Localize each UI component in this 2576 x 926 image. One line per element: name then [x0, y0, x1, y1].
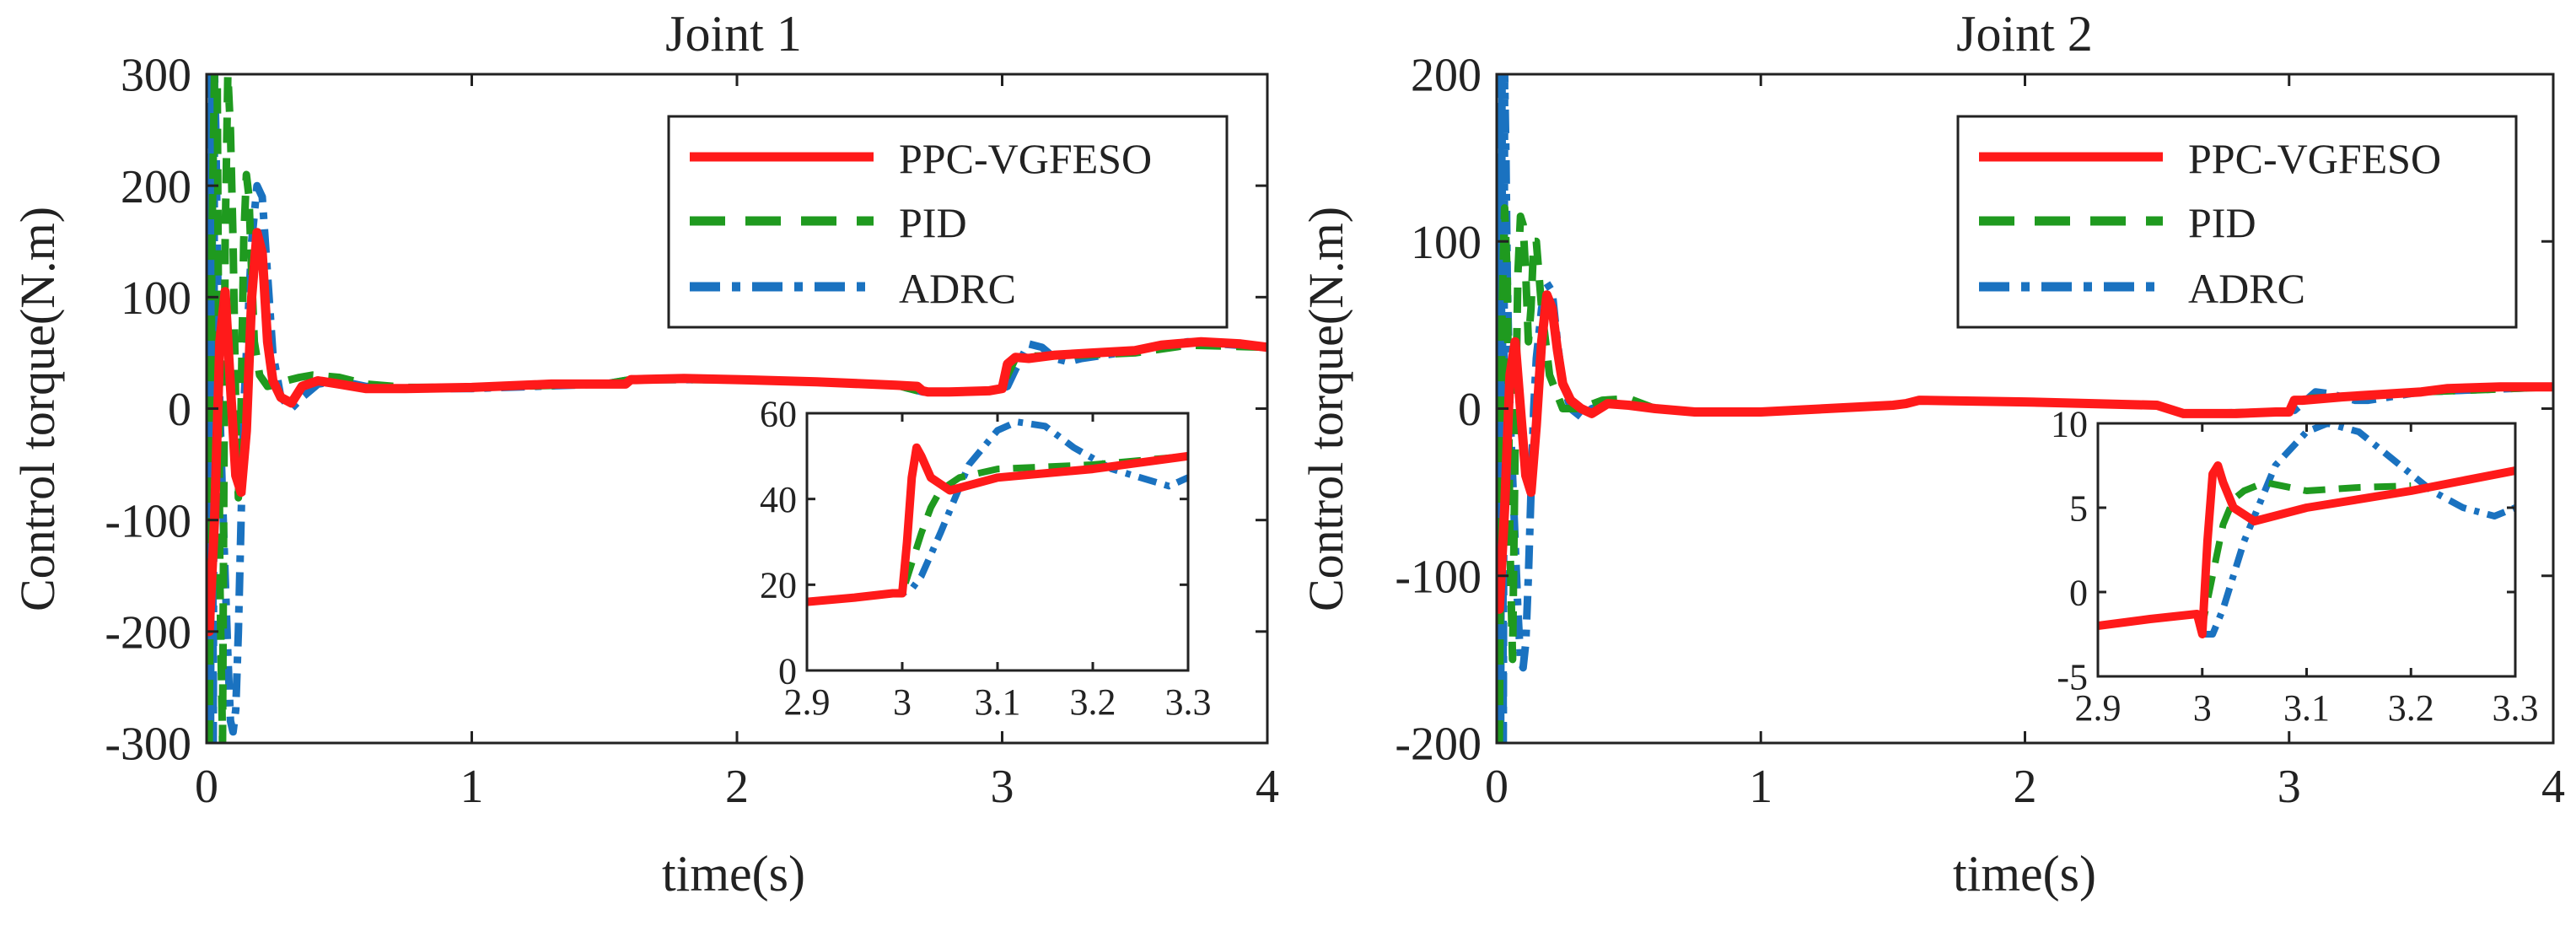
inset-ticks: 2.9 3 3.1 3.2 3.3 0 20 40 60: [760, 393, 1212, 723]
x-tick-label: 2: [725, 761, 749, 813]
y-tick-label: 5: [2069, 487, 2088, 529]
y-tick-label: 100: [121, 272, 191, 325]
y-tick-label: -100: [105, 495, 191, 547]
x-tick-label: 3.3: [2493, 687, 2539, 729]
series-line-ppc-vgfeso: [807, 443, 1188, 606]
y-axis-label: Control torque(N.m): [1299, 207, 1353, 611]
plot-lines: [1497, 74, 2553, 743]
chart-title: Joint 1: [665, 6, 802, 62]
y-tick-label: 40: [760, 479, 797, 520]
x-tick-label: 2: [2014, 761, 2037, 813]
y-tick-label: 20: [760, 565, 797, 606]
legend-label-pid: PID: [899, 199, 967, 246]
x-tick-label: 1: [1749, 761, 1772, 813]
x-tick-label: 1: [460, 761, 484, 813]
legend-label-ppc: PPC-VGFESO: [2188, 135, 2441, 182]
x-tick-label: 4: [2541, 761, 2565, 813]
series-line-pid: [207, 74, 1267, 743]
y-tick-label: -5: [2057, 656, 2088, 697]
x-tick-label: 3.2: [1070, 681, 1116, 723]
legend: PPC-VGFESO PID ADRC: [1956, 115, 2518, 329]
y-tick-label: 0: [2069, 572, 2088, 613]
x-tick-label: 3: [991, 761, 1014, 813]
inset-background: [2098, 423, 2515, 676]
y-tick-label: 200: [121, 161, 191, 213]
panel-joint2: Joint 2 Control torque(N.m) time(s) 0 1 2 3…: [1299, 6, 2565, 902]
y-tick-label: -300: [105, 719, 191, 771]
y-axis-label: Control torque(N.m): [10, 207, 65, 611]
x-tick-label: 3.1: [975, 681, 1021, 723]
y-tick-label: 0: [1458, 384, 1482, 436]
x-tick-label: 3.2: [2388, 687, 2434, 729]
x-tick-label: 0: [195, 761, 218, 813]
y-tick-label: -100: [1395, 551, 1482, 603]
series-line-ppc-vgfeso: [2098, 461, 2515, 638]
series-line-ppc-vgfeso: [1497, 290, 2553, 614]
y-tick-label: 60: [760, 393, 797, 434]
x-tick-label: 0: [1485, 761, 1508, 813]
inset-lines: [807, 418, 1188, 606]
legend-label-pid: PID: [2188, 199, 2256, 246]
x-tick-label: 3.3: [1165, 681, 1212, 723]
y-tick-label: 10: [2051, 403, 2088, 444]
x-axis-label: time(s): [662, 846, 805, 902]
legend-label-adrc: ADRC: [2188, 265, 2305, 312]
y-tick-label: 100: [1411, 217, 1482, 269]
x-tick-label: 3: [893, 681, 912, 723]
y-tick-label: 200: [1411, 50, 1482, 102]
inset-ticks: 2.9 3 3.1 3.2 3.3 -5 0 5 10: [2051, 403, 2539, 729]
legend: PPC-VGFESO PID ADRC: [667, 115, 1229, 329]
x-tick-label: 3.1: [2283, 687, 2330, 729]
inset-plot: 2.9 3 3.1 3.2 3.3 0 20 40 60: [760, 393, 1212, 723]
legend-label-adrc: ADRC: [899, 265, 1016, 312]
x-axis-label: time(s): [1953, 846, 2096, 902]
x-tick-label: 3: [2193, 687, 2212, 729]
x-tick-label: 3: [2278, 761, 2301, 813]
panel-joint1: Joint 1 Control torque(N.m) time(s) 0 1 2 3…: [10, 6, 1279, 902]
y-tick-label: 0: [778, 650, 797, 692]
x-tick-label: 2.9: [784, 681, 831, 723]
inset-lines: [2098, 423, 2515, 638]
inset-plot: 2.9 3 3.1 3.2 3.3 -5 0 5 10: [2051, 403, 2539, 729]
x-tick-label: 2.9: [2075, 687, 2122, 729]
y-tick-label: 300: [121, 50, 191, 102]
y-tick-label: -200: [105, 606, 191, 659]
series-line-ppc-vgfeso: [207, 228, 1267, 637]
chart-title: Joint 2: [1956, 6, 2093, 62]
x-tick-label: 4: [1256, 761, 1279, 813]
y-tick-label: -200: [1395, 719, 1482, 771]
y-tick-label: 0: [168, 384, 191, 436]
inset-background: [807, 413, 1188, 670]
legend-label-ppc: PPC-VGFESO: [899, 135, 1152, 182]
